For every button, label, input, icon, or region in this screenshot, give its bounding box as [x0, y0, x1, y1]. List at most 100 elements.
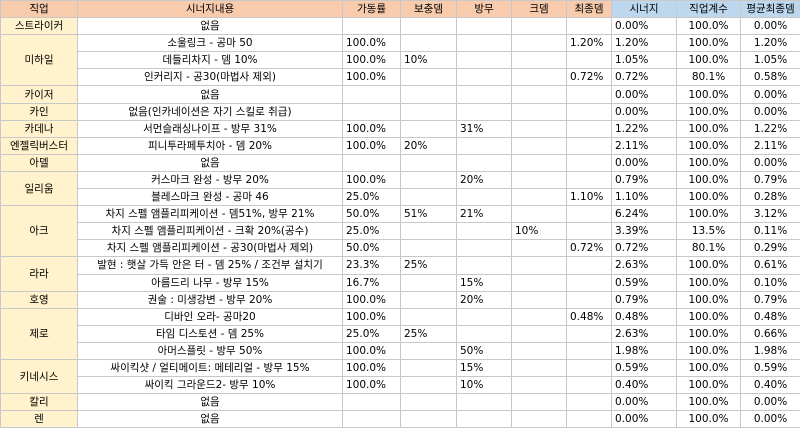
average-final-damage-cell: 0.66%	[740, 324, 800, 343]
header-average-final-damage: 평균최종뎀	[740, 0, 800, 19]
job-coefficient-cell: 80.1%	[676, 68, 741, 87]
job-coefficient-cell: 100.0%	[676, 34, 741, 53]
final-damage-cell	[566, 205, 612, 224]
final-damage-cell: 1.20%	[566, 34, 612, 53]
final-damage-cell	[566, 85, 612, 104]
damage-cell: 20%	[400, 136, 457, 155]
synergy-content-cell: 블레스마크 완성 - 공마 46	[77, 188, 343, 207]
average-final-damage-cell: 1.98%	[740, 341, 800, 360]
ignore-defense-cell: 31%	[456, 119, 512, 138]
average-final-damage-cell: 3.12%	[740, 205, 800, 224]
job-name-cell: 카인	[0, 102, 78, 121]
crit-damage-cell	[511, 119, 567, 138]
final-damage-cell	[566, 256, 612, 275]
ignore-defense-cell	[456, 256, 512, 275]
synergy-content-cell: 소울링크 - 공마 50	[77, 34, 343, 53]
final-damage-cell: 0.72%	[566, 68, 612, 87]
ignore-defense-cell	[456, 410, 512, 429]
header-synergy-content: 시너지내용	[77, 0, 343, 19]
job-name-cell: 스트라이커	[0, 17, 78, 36]
average-final-damage-cell: 0.00%	[740, 17, 800, 36]
synergy-content-cell: 없음	[77, 410, 343, 429]
job-name-cell: 카데나	[0, 119, 78, 138]
damage-cell	[400, 239, 457, 258]
final-damage-cell	[566, 222, 612, 241]
table-body: 스트라이커 없음 0.00% 100.0% 0.00% 미하일 소울링크 - 공마 50 10…	[0, 17, 800, 429]
header-crit-damage: 크뎀	[511, 0, 567, 19]
damage-cell	[400, 376, 457, 395]
final-damage-cell: 1.10%	[566, 188, 612, 207]
ignore-defense-cell	[456, 393, 512, 412]
average-final-damage-cell: 0.28%	[740, 188, 800, 207]
job-name-cell: 키네시스	[0, 358, 78, 395]
job-name-cell: 호영	[0, 290, 78, 309]
header-job: 직업	[0, 0, 78, 19]
synergy-value-cell: 0.00%	[611, 85, 677, 104]
crit-damage-cell	[511, 170, 567, 190]
final-damage-cell	[566, 51, 612, 70]
average-final-damage-cell: 0.00%	[740, 85, 800, 104]
ignore-defense-cell	[456, 85, 512, 104]
job-coefficient-cell: 100.0%	[676, 341, 741, 360]
ignore-defense-cell: 21%	[456, 205, 512, 224]
average-final-damage-cell: 1.20%	[740, 34, 800, 53]
table-row: 싸이킥 그라운드2- 방무 10% 100.0% 10% 0.40% 100.0% 0.4…	[1, 376, 800, 395]
table-row: 카이저 없음 0.00% 100.0% 0.00%	[0, 85, 800, 104]
synergy-content-cell: 권술 : 미생강변 - 방무 20%	[77, 290, 343, 309]
damage-cell	[400, 290, 457, 309]
job-coefficient-cell: 100.0%	[676, 256, 741, 275]
final-damage-cell: 0.48%	[566, 307, 612, 326]
header-ignore-defense: 방무	[456, 0, 512, 19]
synergy-content-cell: 디바인 오라- 공마20	[77, 307, 343, 326]
header-synergy: 시너지	[611, 0, 677, 19]
table-row: 일리움 커스마크 완성 - 방무 20% 100.0% 20% 0.79% 100.0% 0…	[0, 170, 800, 207]
uptime-cell: 100.0%	[342, 51, 401, 70]
crit-damage-cell	[511, 358, 567, 378]
average-final-damage-cell: 0.58%	[740, 68, 800, 87]
average-final-damage-cell: 1.22%	[740, 119, 800, 138]
table-row: 렌 없음 0.00% 100.0% 0.00%	[0, 410, 800, 429]
job-name-cell: 라라	[0, 256, 78, 292]
uptime-cell	[342, 102, 401, 121]
ignore-defense-cell	[456, 68, 512, 87]
final-damage-cell	[566, 393, 612, 412]
ignore-defense-cell	[456, 188, 512, 207]
uptime-cell: 25.0%	[342, 188, 401, 207]
crit-damage-cell	[511, 136, 567, 155]
synergy-value-cell: 0.48%	[611, 307, 677, 326]
crit-damage-cell	[511, 68, 567, 87]
damage-cell	[400, 273, 457, 292]
ignore-defense-cell: 20%	[456, 290, 512, 309]
synergy-content-cell: 인커리지 - 공30(마법사 제외)	[77, 68, 343, 87]
ignore-defense-cell: 10%	[456, 376, 512, 395]
table-row: 카데나 서먼슬래싱나이프 - 방무 31% 100.0% 31% 1.22% 100.0%…	[0, 119, 800, 138]
synergy-value-cell: 0.72%	[611, 239, 677, 258]
ignore-defense-cell	[456, 222, 512, 241]
ignore-defense-cell: 50%	[456, 341, 512, 360]
job-coefficient-cell: 100.0%	[676, 85, 741, 104]
job-name-cell: 카이저	[0, 85, 78, 104]
average-final-damage-cell: 1.05%	[740, 51, 800, 70]
crit-damage-cell	[511, 341, 567, 360]
damage-cell	[400, 102, 457, 121]
table-row: 아크 차지 스펠 앰플리피케이션 - 뎀51%, 방무 21% 50.0% 51% 21…	[0, 205, 800, 258]
damage-cell	[400, 358, 457, 378]
damage-cell: 25%	[400, 324, 457, 343]
table-row: 타임 디스토션 - 뎀 25% 25.0% 25% 2.63% 100.0% 0.66%	[1, 324, 800, 343]
damage-cell	[400, 170, 457, 190]
synergy-content-cell: 없음(인카네이션은 자기 스킬로 취급)	[77, 102, 343, 121]
job-coefficient-cell: 100.0%	[676, 393, 741, 412]
job-coefficient-cell: 100.0%	[676, 324, 741, 343]
average-final-damage-cell: 2.11%	[740, 136, 800, 155]
job-coefficient-cell: 80.1%	[676, 239, 741, 258]
uptime-cell: 100.0%	[342, 341, 401, 360]
job-coefficient-cell: 100.0%	[676, 376, 741, 395]
damage-cell	[400, 17, 457, 36]
average-final-damage-cell: 0.11%	[740, 222, 800, 241]
ignore-defense-cell	[456, 136, 512, 155]
average-final-damage-cell: 0.79%	[740, 290, 800, 309]
synergy-content-cell: 차지 스펠 앰플리피케이션 - 공30(마법사 제외)	[77, 239, 343, 258]
crit-damage-cell	[511, 34, 567, 53]
crit-damage-cell	[511, 307, 567, 326]
